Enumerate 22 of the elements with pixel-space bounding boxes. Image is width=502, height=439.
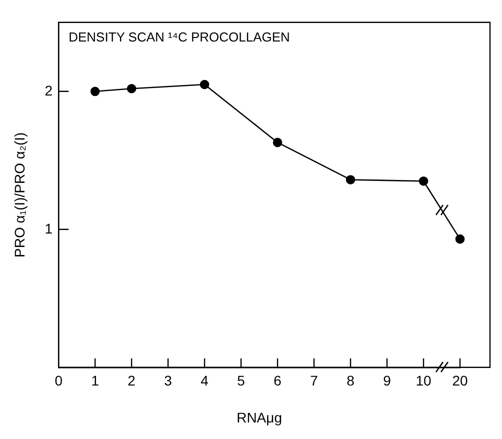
x-tick-label: 6 [274,372,282,389]
text: DENSITY SCAN ¹⁴C PROCOLLAGEN [68,29,290,44]
x-tick-label: 0 [54,372,63,389]
x-tick-label: 5 [237,372,246,389]
x-tick-label: 9 [383,372,392,389]
x-tick-label: 10 [416,372,432,389]
point [272,138,282,148]
x-tick-label: 4 [200,372,209,389]
x-tick-label: 8 [346,372,355,389]
x-axis-title: RNAμg [236,409,282,426]
point [90,86,100,96]
y-axis-title: PRO α₁(I)/PRO α₂(I) [11,132,28,258]
x-tick-label: 3 [164,372,172,389]
x-tick-label: 20 [452,372,468,389]
x-tick-label: 1 [91,372,100,389]
point [346,175,356,184]
point [200,80,210,90]
point [455,234,465,244]
point [418,176,428,186]
x-tick-label: 2 [128,372,136,389]
point [126,84,136,94]
x-tick-label: 7 [310,372,318,389]
